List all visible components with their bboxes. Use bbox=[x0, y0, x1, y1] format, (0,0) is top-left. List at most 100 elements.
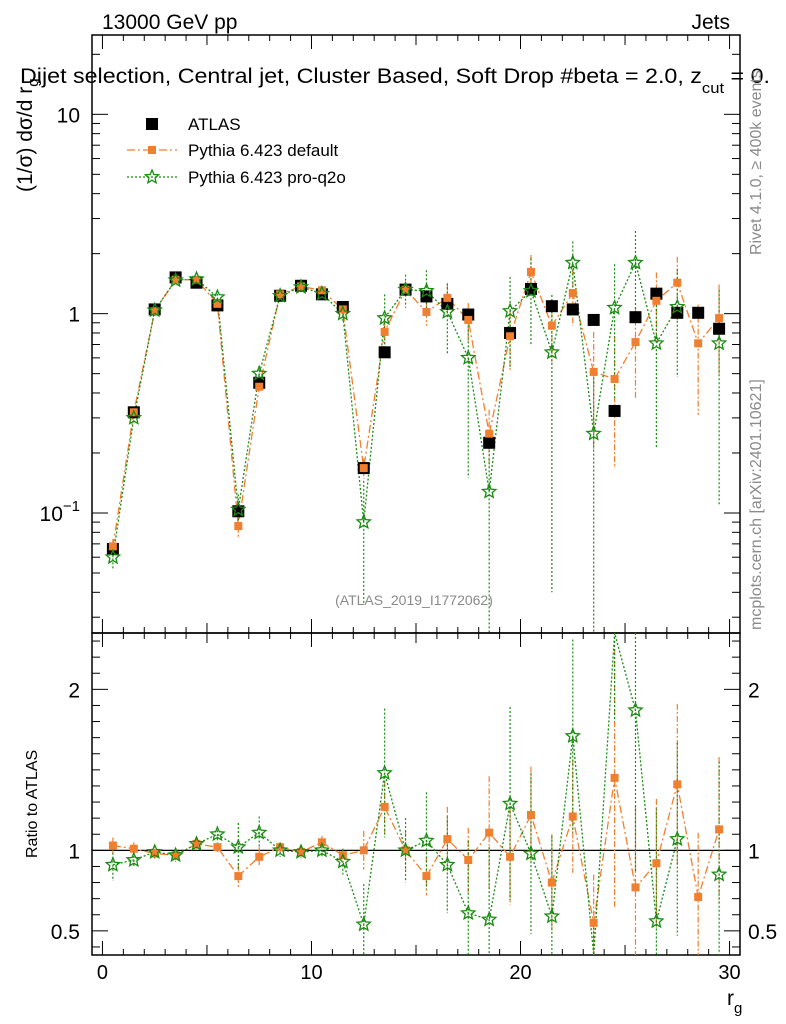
marker-proq2o bbox=[292, 278, 310, 295]
line-default bbox=[112, 269, 720, 547]
marker-proq2o bbox=[460, 349, 477, 365]
marker-default bbox=[547, 321, 556, 330]
legend-label: ATLAS bbox=[188, 115, 241, 134]
legend-marker-default bbox=[148, 146, 156, 154]
ratio-marker-default bbox=[108, 841, 117, 850]
ratio-marker-default bbox=[610, 773, 619, 782]
chart-title-main: Dijet selection, Central jet, Cluster Ba… bbox=[20, 65, 702, 88]
ratio-marker-proq2o bbox=[146, 843, 164, 859]
y-axis-label-main-sub: g bbox=[25, 78, 42, 86]
x-tick-label: 0 bbox=[97, 962, 108, 984]
marker-atlas bbox=[608, 404, 621, 417]
ratio-marker-proq2o bbox=[251, 823, 268, 840]
ratio-marker-proq2o bbox=[355, 915, 373, 932]
y-tick-label-ratio-right: 2 bbox=[748, 679, 760, 702]
y-tick-label-ratio: 2 bbox=[68, 679, 80, 702]
marker-default bbox=[213, 299, 222, 308]
labels: 13000 GeV pp Jets Dijet selection, Centr… bbox=[14, 11, 770, 1017]
marker-default bbox=[192, 275, 201, 284]
marker-default bbox=[234, 522, 243, 531]
x-tick-label: 10 bbox=[300, 962, 322, 984]
ratio-panel: 0 10 20 30 0.5 0.5 1 1 2 2 bbox=[51, 633, 777, 984]
ratio-marker-proq2o bbox=[710, 865, 728, 882]
marker-default bbox=[694, 339, 703, 348]
marker-default bbox=[171, 275, 180, 284]
ratio-marker-proq2o bbox=[480, 910, 498, 927]
marker-proq2o bbox=[648, 334, 665, 351]
marker-proq2o bbox=[251, 365, 268, 381]
marker-default bbox=[631, 338, 640, 347]
ratio-marker-default bbox=[443, 835, 452, 844]
analysis-id: (ATLAS_2019_I1772062) bbox=[335, 592, 493, 608]
y-tick-label-ratio: 1 bbox=[68, 840, 80, 863]
marker-proq2o bbox=[522, 282, 540, 298]
ratio-marker-default bbox=[192, 839, 201, 848]
ratio-marker-proq2o bbox=[334, 852, 352, 869]
legend-marker-atlas bbox=[146, 118, 158, 130]
marker-proq2o bbox=[334, 305, 352, 321]
marker-default bbox=[589, 367, 598, 376]
y-tick-label-ratio-right: 0.5 bbox=[748, 921, 777, 944]
ratio-marker-default bbox=[150, 849, 159, 858]
ratio-marker-default bbox=[359, 846, 368, 855]
marker-default bbox=[610, 375, 619, 384]
marker-default bbox=[359, 464, 368, 473]
chart-title-end: = 0. bbox=[724, 65, 770, 88]
ratio-marker-default bbox=[213, 843, 222, 852]
y-axis-label-ratio: Ratio to ATLAS bbox=[24, 750, 41, 858]
marker-default bbox=[715, 314, 724, 323]
marker-atlas bbox=[650, 287, 663, 300]
marker-proq2o bbox=[606, 299, 623, 315]
marker-atlas bbox=[483, 436, 496, 449]
ratio-marker-default bbox=[234, 872, 243, 881]
marker-default bbox=[422, 307, 431, 316]
marker-default bbox=[506, 332, 515, 341]
ratio-marker-default bbox=[568, 812, 577, 821]
ratio-marker-default bbox=[506, 852, 515, 861]
ratio-marker-default bbox=[547, 878, 556, 887]
marker-proq2o bbox=[125, 409, 143, 425]
y-tick-label-ratio: 0.5 bbox=[51, 921, 80, 944]
ratio-marker-default bbox=[631, 883, 640, 892]
ratio-marker-proq2o bbox=[439, 856, 456, 872]
marker-default bbox=[526, 267, 535, 276]
ratio-marker-default bbox=[401, 846, 410, 855]
ratio-marker-default bbox=[422, 872, 431, 881]
marker-proq2o bbox=[501, 302, 519, 319]
marker-atlas bbox=[566, 303, 579, 316]
marker-proq2o bbox=[669, 298, 686, 315]
marker-atlas bbox=[713, 322, 726, 335]
marker-proq2o bbox=[104, 548, 122, 565]
marker-default bbox=[255, 382, 264, 391]
ratio-marker-proq2o bbox=[543, 907, 561, 924]
marker-proq2o bbox=[209, 288, 226, 305]
marker-proq2o bbox=[397, 280, 414, 297]
marker-default bbox=[380, 327, 389, 336]
marker-default bbox=[485, 429, 494, 438]
line-proq2o bbox=[113, 263, 719, 557]
ratio-marker-proq2o bbox=[313, 841, 331, 858]
ratio-marker-proq2o bbox=[188, 835, 205, 851]
ratio-marker-default bbox=[526, 810, 535, 819]
y-tick-label-main: 10−1 bbox=[40, 498, 80, 526]
legend-label: Pythia 6.423 pro-q2o bbox=[188, 168, 346, 187]
marker-default bbox=[276, 290, 285, 299]
ratio-marker-default bbox=[380, 802, 389, 811]
legend-label: Pythia 6.423 default bbox=[188, 141, 339, 160]
ratio-marker-proq2o bbox=[522, 844, 540, 861]
y-tick-label-main: 1 bbox=[68, 304, 80, 327]
ratio-marker-default bbox=[694, 893, 703, 902]
header-left: 13000 GeV pp bbox=[102, 11, 237, 34]
marker-proq2o bbox=[167, 271, 184, 288]
ratio-frame bbox=[91, 632, 741, 956]
marker-default bbox=[401, 285, 410, 294]
x-tick-label: 20 bbox=[509, 962, 531, 984]
marker-proq2o bbox=[271, 286, 289, 303]
ratio-marker-default bbox=[652, 859, 661, 868]
x-axis-label-sub: g bbox=[734, 1000, 742, 1017]
legend: ATLAS Pythia 6.423 default Pythia 6.423 pr… bbox=[127, 115, 346, 187]
ratio-marker-proq2o bbox=[292, 843, 310, 859]
header-right: Jets bbox=[691, 11, 730, 34]
marker-atlas bbox=[545, 300, 558, 313]
y-tick-label-ratio-right: 1 bbox=[748, 840, 760, 863]
